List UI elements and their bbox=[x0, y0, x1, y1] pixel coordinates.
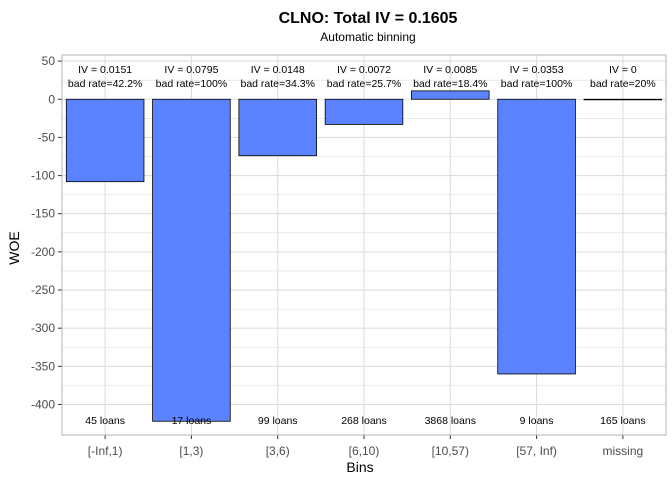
bad-rate-label: bad rate=100% bbox=[156, 78, 228, 90]
y-axis-title: WOE bbox=[6, 231, 22, 264]
iv-label: IV = 0.0151 bbox=[78, 64, 132, 76]
y-tick-label: 50 bbox=[42, 54, 56, 68]
iv-label: IV = 0.0353 bbox=[510, 64, 564, 76]
y-tick-label: -50 bbox=[38, 130, 56, 144]
chart-title: CLNO: Total IV = 0.1605 bbox=[279, 10, 458, 27]
y-tick-label: 0 bbox=[48, 92, 55, 106]
loan-count-label: 268 loans bbox=[341, 415, 387, 427]
y-tick-label: -300 bbox=[31, 321, 55, 335]
iv-label: IV = 0.0085 bbox=[423, 64, 477, 76]
loan-count-label: 9 loans bbox=[520, 415, 554, 427]
y-tick-label: -100 bbox=[31, 169, 55, 183]
bad-rate-label: bad rate=42.2% bbox=[68, 78, 142, 90]
bars bbox=[65, 90, 663, 422]
chart-subtitle: Automatic binning bbox=[320, 30, 415, 44]
y-tick-label: -250 bbox=[31, 283, 55, 297]
bar-4 bbox=[324, 98, 404, 125]
bar-annotations: IV = 0.0151 bad rate=42.2% 45 loans IV = 0.… bbox=[68, 64, 656, 427]
loan-count-label: 45 loans bbox=[85, 415, 125, 427]
bar-3 bbox=[238, 98, 317, 157]
x-tick-label: [57, Inf) bbox=[516, 444, 557, 458]
y-tick-label: -200 bbox=[31, 245, 55, 259]
loan-count-label: 3868 loans bbox=[425, 415, 476, 427]
y-tick-label: -350 bbox=[31, 359, 55, 373]
x-tick-label: missing bbox=[603, 444, 644, 458]
bar-6 bbox=[497, 98, 576, 375]
bad-rate-label: bad rate=34.3% bbox=[240, 78, 314, 90]
iv-label: IV = 0 bbox=[609, 64, 637, 76]
bar-5 bbox=[411, 90, 490, 100]
axes: 50 0 -50 -100 -150 -200 -250 -300 -350 -400 [-Inf,… bbox=[31, 54, 643, 458]
bad-rate-label: bad rate=100% bbox=[501, 78, 573, 90]
bad-rate-label: bad rate=25.7% bbox=[327, 78, 401, 90]
x-tick-label: [10,57) bbox=[432, 444, 469, 458]
bar-1 bbox=[65, 98, 145, 183]
loan-count-label: 99 loans bbox=[258, 415, 298, 427]
y-tick-label: -400 bbox=[31, 397, 55, 411]
x-tick-label: [-Inf,1) bbox=[88, 444, 123, 458]
x-axis-title: Bins bbox=[346, 459, 373, 475]
bar-7 bbox=[583, 98, 663, 101]
bad-rate-label: bad rate=20% bbox=[590, 78, 656, 90]
iv-label: IV = 0.0148 bbox=[251, 64, 305, 76]
iv-label: IV = 0.0795 bbox=[164, 64, 218, 76]
x-tick-label: [6,10) bbox=[349, 444, 380, 458]
iv-label: IV = 0.0072 bbox=[337, 64, 391, 76]
panel-border bbox=[61, 54, 667, 436]
bar-2 bbox=[152, 98, 231, 422]
x-tick-label: [3,6) bbox=[266, 444, 290, 458]
x-tick-label: [1,3) bbox=[179, 444, 203, 458]
loan-count-label: 165 loans bbox=[600, 415, 646, 427]
y-tick-label: -150 bbox=[31, 207, 55, 221]
loan-count-label: 17 loans bbox=[172, 415, 212, 427]
bad-rate-label: bad rate=18.4% bbox=[413, 78, 487, 90]
